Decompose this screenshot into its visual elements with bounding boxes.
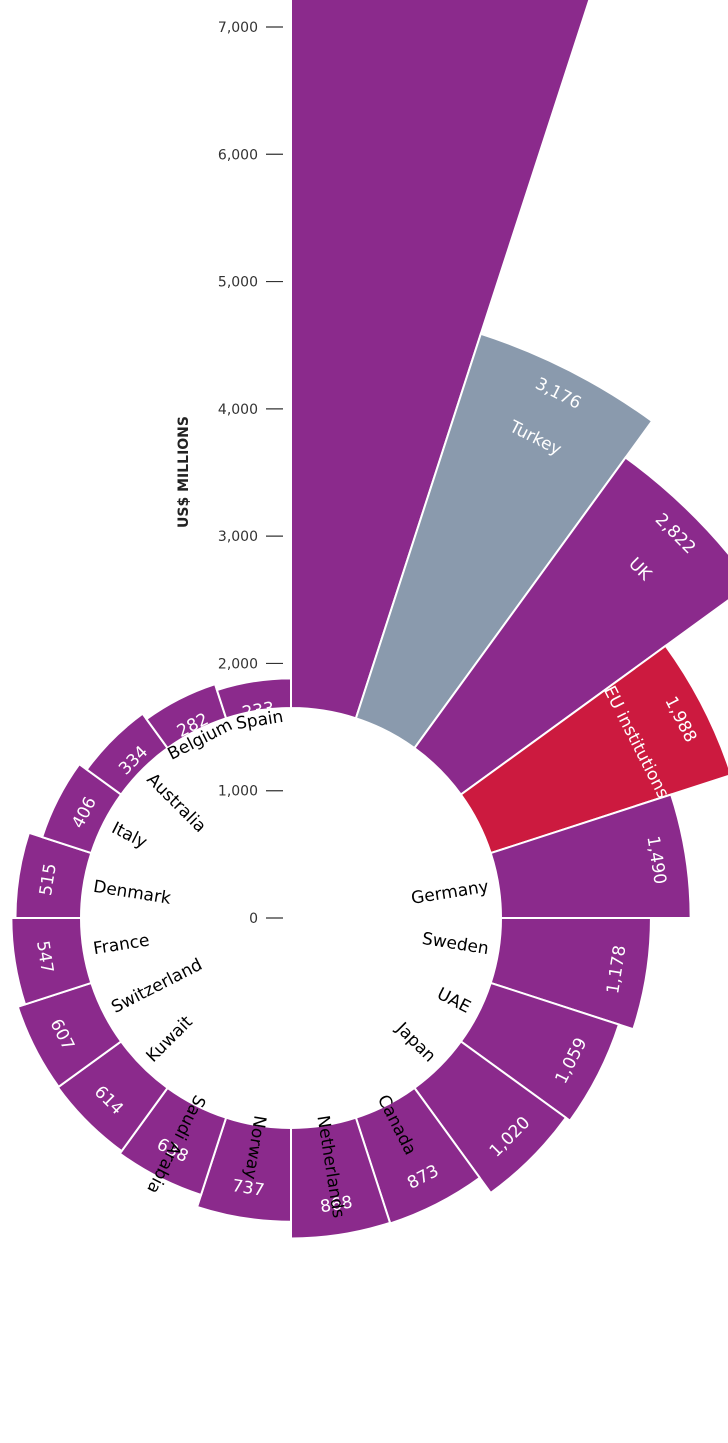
bar-germany — [489, 793, 692, 919]
bar-us — [290, 0, 591, 720]
y-tick-label: 0 — [249, 911, 258, 927]
category-label-kuwait: Kuwait — [143, 1012, 198, 1067]
value-label-norway: 737 — [231, 1176, 266, 1201]
bar-uk — [413, 456, 728, 796]
bar-netherlands — [290, 1116, 392, 1240]
y-tick-label: 6,000 — [218, 147, 258, 163]
value-label-france: 547 — [32, 939, 57, 974]
bar-saudi-arabia — [118, 1086, 228, 1197]
bar-spain — [215, 677, 292, 720]
y-axis-title: US$ MILLIONS — [176, 416, 192, 528]
y-axis: US$ MILLIONS 0 1,000 2,000 3,000 4,000 5,000 6… — [176, 20, 283, 927]
y-tick-label: 1,000 — [218, 784, 258, 800]
bar-switzerland — [16, 981, 123, 1089]
category-label-australia: Australia — [143, 770, 210, 837]
bar-belgium — [145, 682, 228, 750]
y-tick-label: 4,000 — [218, 402, 258, 418]
bar-italy — [40, 762, 123, 855]
y-tick-label: 3,000 — [218, 529, 258, 545]
value-label-spain: 233 — [241, 699, 276, 724]
bar-uae — [459, 981, 621, 1123]
bar-sweden — [489, 917, 652, 1031]
category-label-uae: UAE — [434, 984, 474, 1018]
bar-france — [10, 917, 93, 1006]
category-label-france: France — [92, 931, 151, 960]
bar-denmark — [14, 831, 93, 919]
value-label-netherlands: 868 — [319, 1192, 354, 1217]
category-label-germany: Germany — [410, 877, 490, 909]
bar-turkey — [354, 332, 654, 750]
y-tick-label: 5,000 — [218, 275, 258, 291]
category-label-japan: Japan — [391, 1018, 439, 1066]
bar-japan — [413, 1040, 568, 1195]
category-label-switzerland: Switzerland — [108, 955, 205, 1018]
bars — [10, 0, 728, 1240]
y-tick-label: 7,000 — [218, 20, 258, 36]
bar-norway — [195, 1116, 292, 1223]
bar-eu-institutions — [459, 644, 728, 855]
y-tick-label: 2,000 — [218, 656, 258, 672]
category-label-sweden: Sweden — [421, 929, 490, 959]
bar-australia — [85, 712, 169, 796]
category-label-denmark: Denmark — [92, 877, 172, 909]
category-label-italy: Italy — [108, 818, 150, 853]
